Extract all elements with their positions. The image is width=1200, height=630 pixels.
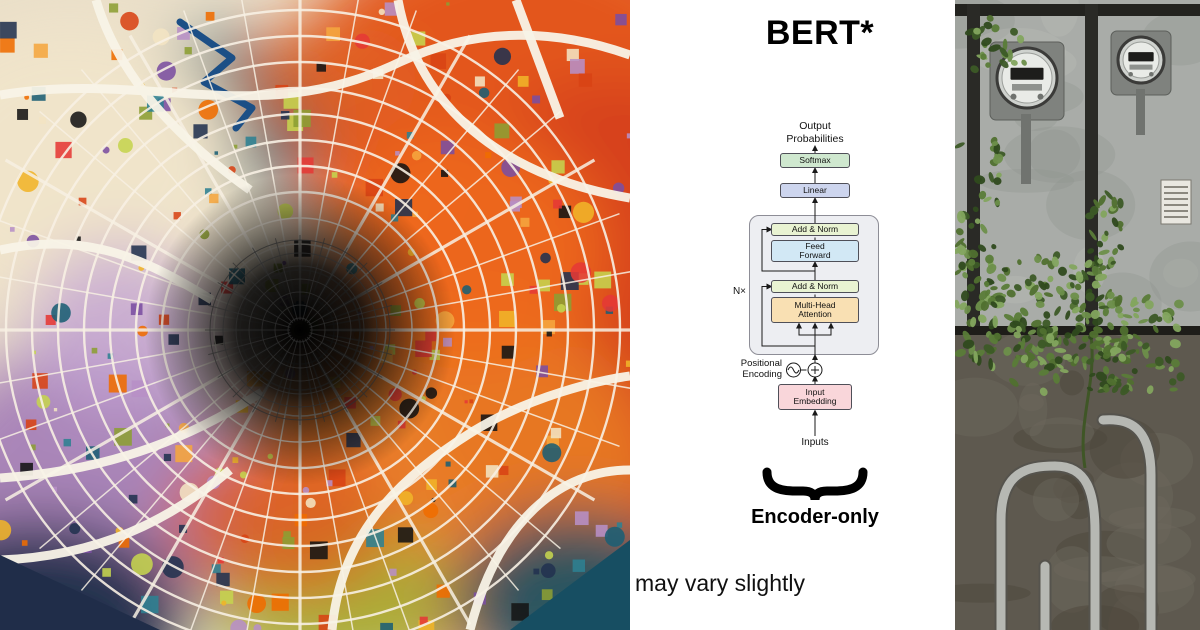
add-norm-top-box: Add & Norm: [771, 223, 859, 236]
multi-head-attention-box: Multi-Head Attention: [771, 297, 859, 323]
footer-caption: may vary slightly: [635, 570, 805, 596]
softmax-label: Softmax: [799, 154, 831, 165]
n-times-label: N×: [732, 286, 746, 297]
city-map-artwork: [0, 0, 630, 630]
transformer-encoder-diagram: Output Probabilities Softmax Linear Add …: [694, 120, 924, 455]
add-norm-bottom-label: Add & Norm: [791, 280, 839, 291]
input-embedding-label: Input Embedding: [793, 386, 837, 406]
feed-forward-label: Feed Forward: [799, 240, 831, 260]
add-norm-bottom-box: Add & Norm: [771, 280, 859, 293]
page-title: BERT*: [765, 14, 875, 52]
utility-meters-illustration: [955, 0, 1200, 630]
underbrace-icon: [762, 467, 868, 501]
city-map-illustration: [0, 0, 630, 630]
diagram-connectors: [761, 145, 834, 436]
linear-box: Linear: [780, 183, 850, 198]
feed-forward-box: Feed Forward: [771, 240, 859, 262]
multi-head-attention-label: Multi-Head Attention: [794, 299, 836, 319]
utility-meters-photo: [955, 0, 1200, 630]
encoder-only-label: Encoder-only: [751, 506, 879, 528]
inputs-label: Inputs: [801, 437, 829, 448]
linear-label: Linear: [803, 184, 827, 195]
input-embedding-box: Input Embedding: [778, 384, 852, 410]
center-panel: BERT*: [630, 0, 955, 630]
add-norm-top-label: Add & Norm: [791, 223, 839, 234]
softmax-box: Softmax: [780, 153, 850, 168]
output-probabilities-label: Output Probabilities: [786, 120, 844, 145]
positional-encoding-label: Positional Encoding: [740, 358, 782, 380]
